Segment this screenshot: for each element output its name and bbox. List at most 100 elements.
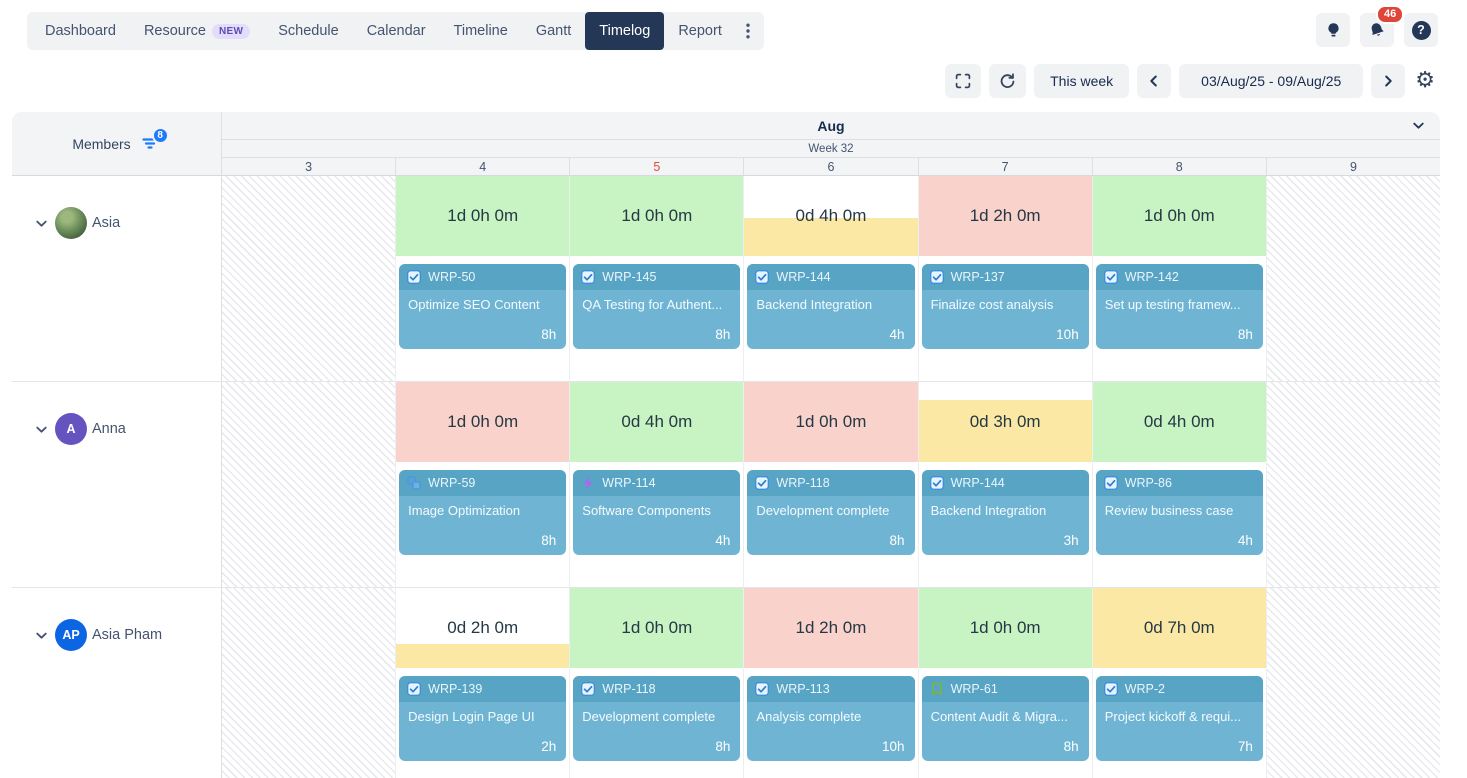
settings-button[interactable]: ⚙ <box>1413 70 1437 92</box>
task-card-WRP-50[interactable]: WRP-50 Optimize SEO Content 8h <box>399 264 567 349</box>
day-summary[interactable]: 0d 4h 0m <box>1092 382 1266 462</box>
task-key: WRP-59 <box>428 476 476 490</box>
task-hours: 7h <box>1237 739 1253 754</box>
notifications-button[interactable]: 46 <box>1360 5 1405 47</box>
day-summary[interactable]: 1d 2h 0m <box>918 176 1092 256</box>
expand-member-button[interactable] <box>34 216 49 231</box>
task-card-WRP-145[interactable]: WRP-145 QA Testing for Authent... 8h <box>573 264 741 349</box>
task-card-WRP-139[interactable]: WRP-139 Design Login Page UI 2h <box>399 676 567 761</box>
day-cell-weekend <box>222 176 397 381</box>
task-card-WRP-118[interactable]: WRP-118 Development complete 8h <box>747 470 915 555</box>
expand-member-button[interactable] <box>34 628 49 643</box>
chevron-down-icon <box>36 220 47 227</box>
help-button[interactable]: ? <box>1404 13 1438 47</box>
task-card-WRP-144[interactable]: WRP-144 Backend Integration 3h <box>921 470 1089 555</box>
day-header-8: 8 <box>1093 158 1267 175</box>
task-card-header: WRP-145 <box>573 264 741 290</box>
task-icon <box>1103 682 1118 696</box>
task-title: Content Audit & Migra... <box>930 709 1068 724</box>
day-summary[interactable]: 1d 2h 0m <box>744 588 918 668</box>
day-summary[interactable]: 0d 4h 0m <box>570 382 744 462</box>
day-summary[interactable]: 1d 0h 0m <box>918 588 1092 668</box>
day-number: 6 <box>827 159 835 174</box>
date-range-button[interactable]: 03/Aug/25 - 09/Aug/25 <box>1179 64 1364 98</box>
nav-tab-report[interactable]: Report <box>664 12 736 50</box>
tips-button[interactable] <box>1316 13 1350 47</box>
day-summary[interactable]: 1d 0h 0m <box>744 382 918 462</box>
nav-tab-dashboard[interactable]: Dashboard <box>31 12 130 50</box>
day-cell-weekend <box>1266 176 1440 381</box>
task-card-WRP-86[interactable]: WRP-86 Review business case 4h <box>1095 470 1263 555</box>
calendar-header: Aug Week 32 3 4 5 6 7 8 9 <box>222 112 1440 176</box>
member-cell: A Anna <box>12 382 222 587</box>
nav-tab-gantt[interactable]: Gantt <box>522 12 585 50</box>
day-summary[interactable]: 1d 0h 0m <box>570 588 744 668</box>
day-number: 4 <box>479 159 487 174</box>
task-card-header: WRP-50 <box>399 264 567 290</box>
fullscreen-button[interactable] <box>945 64 982 98</box>
day-summary[interactable]: 1d 0h 0m <box>1092 176 1266 256</box>
task-key: WRP-113 <box>776 682 830 696</box>
nav-tab-calendar[interactable]: Calendar <box>353 12 440 50</box>
task-card-header: WRP-113 <box>747 676 915 702</box>
day-cells: 0d 2h 0m WRP-139 Design Login Page UI 2h 1d … <box>222 588 1440 778</box>
task-card-WRP-113[interactable]: WRP-113 Analysis complete 10h <box>747 676 915 761</box>
nav-tab-schedule[interactable]: Schedule <box>264 12 352 50</box>
summary-time: 0d 2h 0m <box>447 618 519 637</box>
day-summary[interactable]: 0d 3h 0m <box>918 382 1092 462</box>
day-cell: 1d 0h 0m WRP-118 Development complete 8h <box>570 588 745 778</box>
refresh-button[interactable] <box>989 64 1027 98</box>
nav-tab-label: Resource <box>143 23 206 39</box>
day-cell: 0d 4h 0m WRP-144 Backend Integration 4h <box>744 176 919 381</box>
task-title: Image Optimization <box>408 503 521 518</box>
day-header-4: 4 <box>396 158 571 175</box>
day-summary[interactable]: 1d 0h 0m <box>570 176 744 256</box>
task-card-WRP-61[interactable]: WRP-61 Content Audit & Migra... 8h <box>921 676 1089 761</box>
week-row: Week 32 <box>222 140 1440 158</box>
nav-overflow-button[interactable] <box>736 12 760 50</box>
summary-time: 1d 0h 0m <box>447 206 519 225</box>
nav-tab-timelog[interactable]: Timelog <box>585 12 665 50</box>
nav-tab-resource[interactable]: Resource NEW <box>130 12 264 50</box>
day-summary[interactable]: 0d 7h 0m <box>1092 588 1266 668</box>
avatar-initials[interactable]: A <box>55 413 87 445</box>
collapse-month-button[interactable] <box>1411 118 1426 136</box>
task-title: Finalize cost analysis <box>930 297 1054 312</box>
day-cell-weekend <box>222 382 397 587</box>
task-key: WRP-139 <box>428 682 483 696</box>
task-card-WRP-114[interactable]: WRP-114 Software Components 4h <box>573 470 741 555</box>
day-summary[interactable]: 0d 4h 0m <box>744 176 918 256</box>
day-summary[interactable]: 0d 2h 0m <box>396 588 570 668</box>
day-cells: 1d 0h 0m WRP-50 Optimize SEO Content 8h 1d 0… <box>222 176 1440 381</box>
task-key: WRP-137 <box>950 270 1005 284</box>
task-card-WRP-59[interactable]: WRP-59 Image Optimization 8h <box>399 470 567 555</box>
gear-icon: ⚙ <box>1415 68 1435 93</box>
avatar-initials[interactable]: AP <box>55 619 87 651</box>
task-key: WRP-144 <box>776 270 831 284</box>
this-week-button[interactable]: This week <box>1034 64 1130 98</box>
member-name: Anna <box>92 421 126 437</box>
task-card-WRP-2[interactable]: WRP-2 Project kickoff & requi... 7h <box>1095 676 1263 761</box>
next-week-button[interactable] <box>1371 64 1406 98</box>
task-card-WRP-144[interactable]: WRP-144 Backend Integration 4h <box>747 264 915 349</box>
task-card-header: WRP-118 <box>573 676 741 702</box>
day-summary[interactable]: 1d 0h 0m <box>396 176 570 256</box>
day-number: 9 <box>1349 159 1357 174</box>
task-hours: 8h <box>541 327 557 342</box>
avatar-photo[interactable] <box>55 207 87 239</box>
task-title: Analysis complete <box>756 709 862 724</box>
task-key: WRP-118 <box>602 682 656 696</box>
summary-time: 0d 7h 0m <box>1143 618 1215 637</box>
day-cells: 1d 0h 0m WRP-59 Image Optimization 8h 0d 4h … <box>222 382 1440 587</box>
day-summary[interactable]: 1d 0h 0m <box>396 382 570 462</box>
nav-tab-timeline[interactable]: Timeline <box>440 12 522 50</box>
member-cell: Asia <box>12 176 222 381</box>
task-card-WRP-118[interactable]: WRP-118 Development complete 8h <box>573 676 741 761</box>
timelog-grid: Members 8 Aug Week 32 3 4 5 6 7 8 9 <box>12 112 1440 778</box>
members-filter-button[interactable]: 8 <box>141 126 169 153</box>
task-icon <box>755 270 770 284</box>
expand-member-button[interactable] <box>34 422 49 437</box>
task-card-WRP-137[interactable]: WRP-137 Finalize cost analysis 10h <box>921 264 1089 349</box>
prev-week-button[interactable] <box>1137 64 1172 98</box>
task-card-WRP-142[interactable]: WRP-142 Set up testing framew... 8h <box>1095 264 1263 349</box>
